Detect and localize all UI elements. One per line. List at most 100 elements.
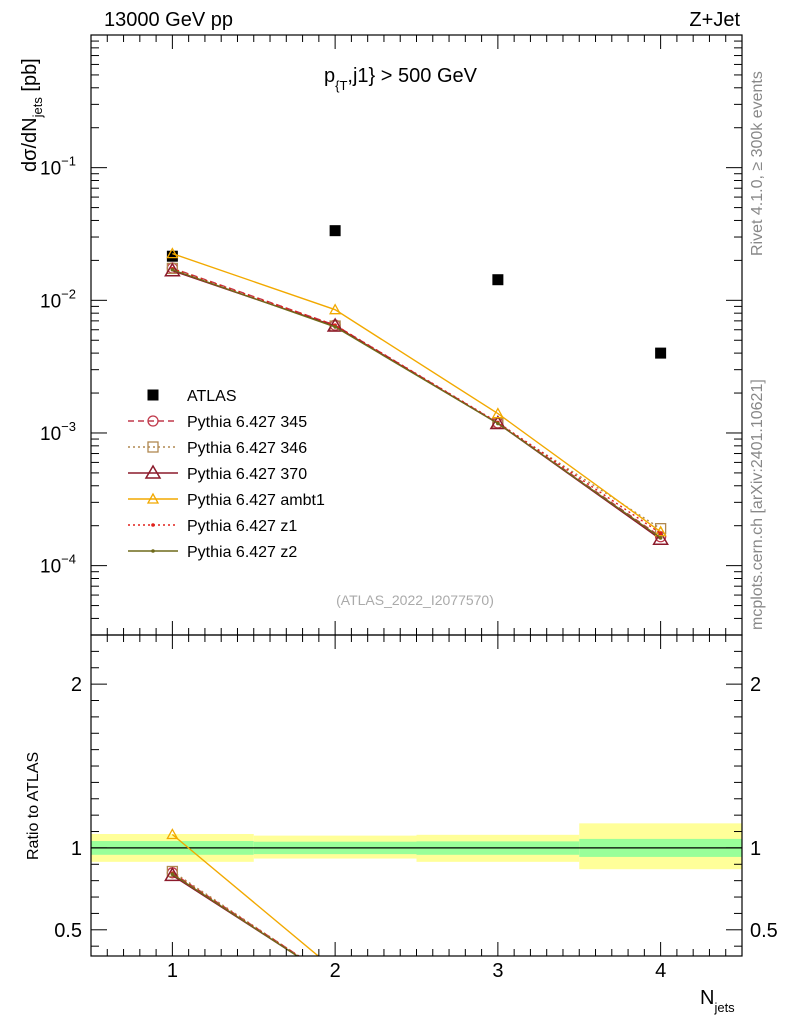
ratio-series-p370 — [164, 866, 299, 956]
data-point-p370 — [164, 262, 181, 277]
ratio-point-ambt1 — [166, 828, 179, 840]
y-tick-base: 10 — [40, 424, 61, 445]
x-label-sub: jets — [713, 1000, 735, 1015]
header-right: Z+Jet — [689, 9, 740, 31]
ratio-line-z2 — [171, 873, 299, 956]
data-point-ambt1 — [166, 247, 179, 259]
data-point-z2 — [170, 267, 175, 272]
legend-label-p345: Pythia 6.427 345 — [187, 414, 307, 431]
main-y-tick-label: 10−2 — [40, 286, 76, 312]
data-point-p370 — [489, 414, 507, 430]
ratio-line-ambt1 — [171, 833, 320, 956]
legend-entry-ambt1: Pythia 6.427 ambt1 — [128, 492, 325, 509]
x-tick-label: 1 — [167, 960, 178, 982]
title-sub: {T — [335, 78, 347, 93]
legend-entry-z1: Pythia 6.427 z1 — [128, 518, 297, 535]
ratio-y-axis-label: Ratio to ATLAS — [25, 752, 42, 860]
x-label-base: N — [700, 987, 714, 1009]
data-point-ambt1 — [329, 303, 342, 315]
main-plot-area — [164, 225, 669, 546]
ratio-point-z2 — [170, 872, 175, 876]
ratio-line-p346 — [171, 870, 300, 956]
ratio-series-p345 — [166, 867, 301, 956]
ratio-line-z1 — [171, 872, 300, 956]
legend-entry-z2: Pythia 6.427 z2 — [128, 544, 297, 561]
data-point-z2 — [333, 325, 337, 329]
y-label-sub: jets — [30, 97, 45, 119]
data-point-z2 — [496, 421, 500, 426]
y-tick-exponent: −1 — [61, 154, 76, 169]
ratio-plot-area — [91, 823, 742, 956]
series-line-z2 — [172, 269, 662, 539]
x-tick-label: 2 — [330, 960, 341, 982]
plot-title: p{T,j1} > 500 GeV — [324, 65, 478, 93]
data-point-p370 — [652, 530, 669, 546]
legend-marker-p370 — [144, 464, 162, 479]
ratio-y-tick-label-left: 1 — [71, 838, 82, 860]
ratio-series-z1 — [170, 871, 300, 956]
legend-entry-p346: Pythia 6.427 346 — [128, 440, 307, 457]
legend-entry-p370: Pythia 6.427 370 — [128, 464, 307, 483]
legend-label-ambt1: Pythia 6.427 ambt1 — [187, 492, 325, 509]
main-y-tick-label: 10−4 — [40, 552, 76, 578]
ratio-y-tick-label-left: 2 — [71, 674, 82, 696]
ratio-frame — [90, 634, 743, 957]
legend-marker-z2 — [151, 549, 155, 553]
ratio-point-p346 — [166, 865, 179, 878]
legend-label-p370: Pythia 6.427 370 — [187, 466, 307, 483]
series-z2 — [170, 267, 663, 540]
x-axis-label: Njets — [700, 987, 735, 1015]
data-point-data — [492, 274, 504, 286]
y-tick-exponent: −3 — [61, 419, 76, 434]
legend-label-data: ATLAS — [187, 388, 237, 405]
series-line-p346 — [172, 267, 662, 530]
main-y-axis-label: dσ/dNjets [pb] — [19, 58, 45, 172]
ratio-series-ambt1 — [166, 828, 320, 956]
legend: ATLAS Pythia 6.427 345 Pythia 6.427 346 Pyt… — [128, 388, 325, 561]
legend-entry-p345: Pythia 6.427 345 — [128, 414, 307, 431]
y-tick-base: 10 — [40, 557, 61, 578]
data-point-ambt1 — [491, 407, 504, 419]
series-ambt1 — [166, 247, 667, 537]
title-base: p — [324, 65, 335, 87]
data-point-z2 — [658, 536, 663, 540]
data-point-z1 — [658, 531, 663, 536]
header-left: 13000 GeV pp — [104, 9, 233, 31]
main-y-tick-labels: 10−110−210−310−4 — [40, 154, 76, 578]
data-point-data — [655, 347, 667, 359]
legend-marker-p345 — [147, 415, 159, 427]
x-tick-label: 4 — [655, 960, 666, 982]
ratio-y-tick-label-right: 0.5 — [750, 920, 778, 942]
series-line-z1 — [172, 268, 662, 534]
y-tick-base: 10 — [40, 291, 61, 312]
analysis-id: (ATLAS_2022_I2077570) — [336, 592, 494, 608]
ratio-y-tick-label-right: 2 — [750, 674, 761, 696]
ratio-series-z2 — [170, 872, 299, 956]
main-panel: 10−110−210−310−4 p{T,j1} > 500 GeV dσ/dN… — [19, 34, 743, 636]
legend-entry-data: ATLAS — [147, 388, 237, 405]
side-label-mcplots: mcplots.cern.ch [arXiv:2401.10621] — [749, 379, 766, 630]
series-line-ambt1 — [172, 252, 662, 533]
ratio-y-tick-label-right: 1 — [750, 838, 761, 860]
series-data — [166, 225, 667, 359]
legend-marker-ambt1 — [146, 492, 160, 504]
main-axis-ticks — [91, 34, 742, 636]
main-y-tick-label: 10−3 — [40, 419, 76, 445]
ratio-y-tick-label-left: 0.5 — [54, 920, 82, 942]
ratio-point-p370 — [164, 866, 181, 882]
ratio-panel: 0.5 0.5 1 1 2 2 1 2 3 4 Ratio to ATLAS Njets — [25, 634, 778, 1015]
legend-marker-data — [147, 389, 159, 401]
x-tick-label: 3 — [492, 960, 503, 982]
ratio-tick-labels: 0.5 0.5 1 1 2 2 1 2 3 4 — [54, 674, 778, 982]
legend-marker-p346 — [147, 441, 159, 453]
data-point-data — [166, 250, 178, 262]
side-label-rivet: Rivet 4.1.0, ≥ 300k events — [749, 71, 766, 256]
legend-label-z1: Pythia 6.427 z1 — [187, 518, 297, 535]
data-point-data — [329, 225, 341, 237]
main-y-tick-label: 10−1 — [40, 154, 76, 180]
legend-label-z2: Pythia 6.427 z2 — [187, 544, 297, 561]
y-tick-exponent: −2 — [61, 286, 76, 301]
y-tick-base: 10 — [40, 159, 61, 180]
title-rest: ,j1} > 500 GeV — [347, 65, 477, 87]
